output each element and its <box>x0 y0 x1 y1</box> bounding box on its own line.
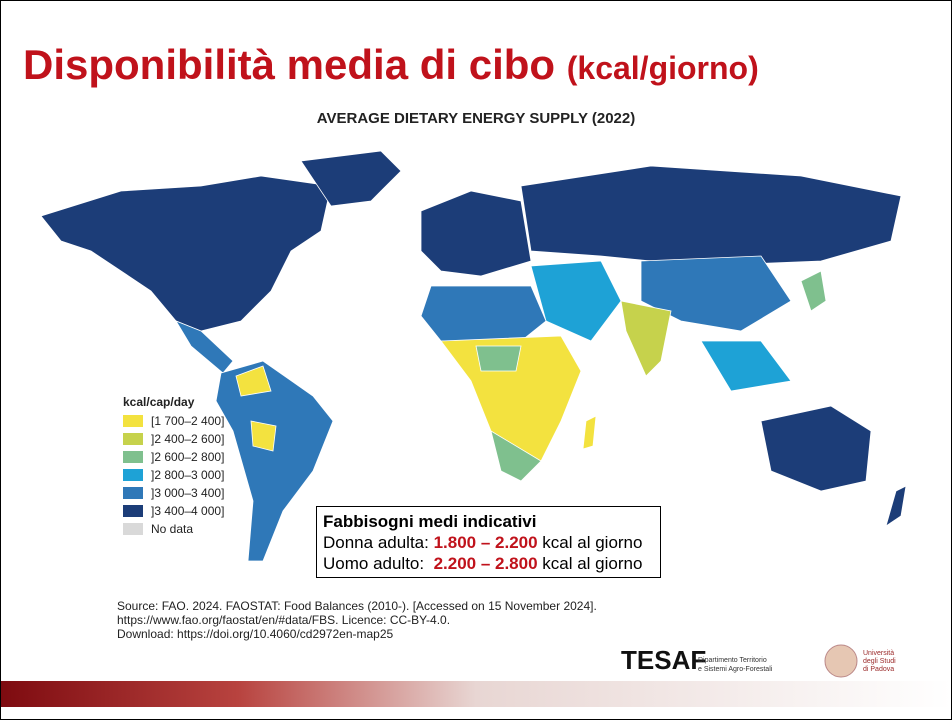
footer-university: Università <box>863 650 894 657</box>
source-line: Source: FAO. 2024. FAOSTAT: Food Balance… <box>117 599 597 613</box>
footer-dept: Dipartimento Territorio <box>698 657 767 664</box>
title-text: Disponibilità media di cibo <box>23 41 555 88</box>
legend-swatch <box>123 415 143 427</box>
slide: AVERAGE DIETARY ENERGY SUPPLY (2022) kca… <box>0 0 952 720</box>
source-line: Download: https://doi.org/10.4060/cd2972… <box>117 627 597 641</box>
row-unit: kcal al giorno <box>538 554 643 573</box>
slide-title: Disponibilità media di cibo (kcal/giorno… <box>23 41 759 89</box>
footer-university: degli Studi <box>863 658 896 665</box>
box-row: Donna adulta: 1.800 – 2.200 kcal al gior… <box>323 532 654 553</box>
footer-dept: e Sistemi Agro-Forestali <box>698 666 773 673</box>
legend-label: ]2 800–3 000] <box>151 468 224 482</box>
row-range: 2.200 – 2.800 <box>434 554 538 573</box>
row-range: 1.800 – 2.200 <box>434 533 538 552</box>
legend-swatch <box>123 487 143 499</box>
box-row: Uomo adulto: 2.200 – 2.800 kcal al giorn… <box>323 553 654 574</box>
row-label: Uomo adulto: <box>323 554 434 573</box>
source: Source: FAO. 2024. FAOSTAT: Food Balance… <box>117 599 597 641</box>
title-unit: (kcal/giorno) <box>567 50 759 86</box>
legend-label: [1 700–2 400] <box>151 414 224 428</box>
legend-swatch <box>123 469 143 481</box>
footer-bar <box>1 681 951 707</box>
footer-logo: TESAF <box>621 645 706 675</box>
legend-label: ]3 000–3 400] <box>151 486 224 500</box>
row-label: Donna adulta: <box>323 533 434 552</box>
legend: [1 700–2 400] ]2 400–2 600] ]2 600–2 800]]… <box>123 414 224 536</box>
legend-swatch <box>123 505 143 517</box>
legend-title: kcal/cap/day <box>123 395 195 409</box>
legend-label: ]2 600–2 800] <box>151 450 224 464</box>
map-title: AVERAGE DIETARY ENERGY SUPPLY (2022) <box>317 110 635 127</box>
legend-label: No data <box>151 522 193 536</box>
university-seal <box>825 645 857 677</box>
legend-swatch <box>123 523 143 535</box>
row-unit: kcal al giorno <box>538 533 643 552</box>
box-title: Fabbisogni medi indicativi <box>323 511 654 532</box>
footer-university: di Padova <box>863 666 894 673</box>
legend-label: ]2 400–2 600] <box>151 432 224 446</box>
legend-label: ]3 400–4 000] <box>151 504 224 518</box>
legend-swatch <box>123 433 143 445</box>
legend-swatch <box>123 451 143 463</box>
requirements-box: Fabbisogni medi indicativi Donna adulta:… <box>316 506 661 578</box>
source-line: https://www.fao.org/faostat/en/#data/FBS… <box>117 613 597 627</box>
